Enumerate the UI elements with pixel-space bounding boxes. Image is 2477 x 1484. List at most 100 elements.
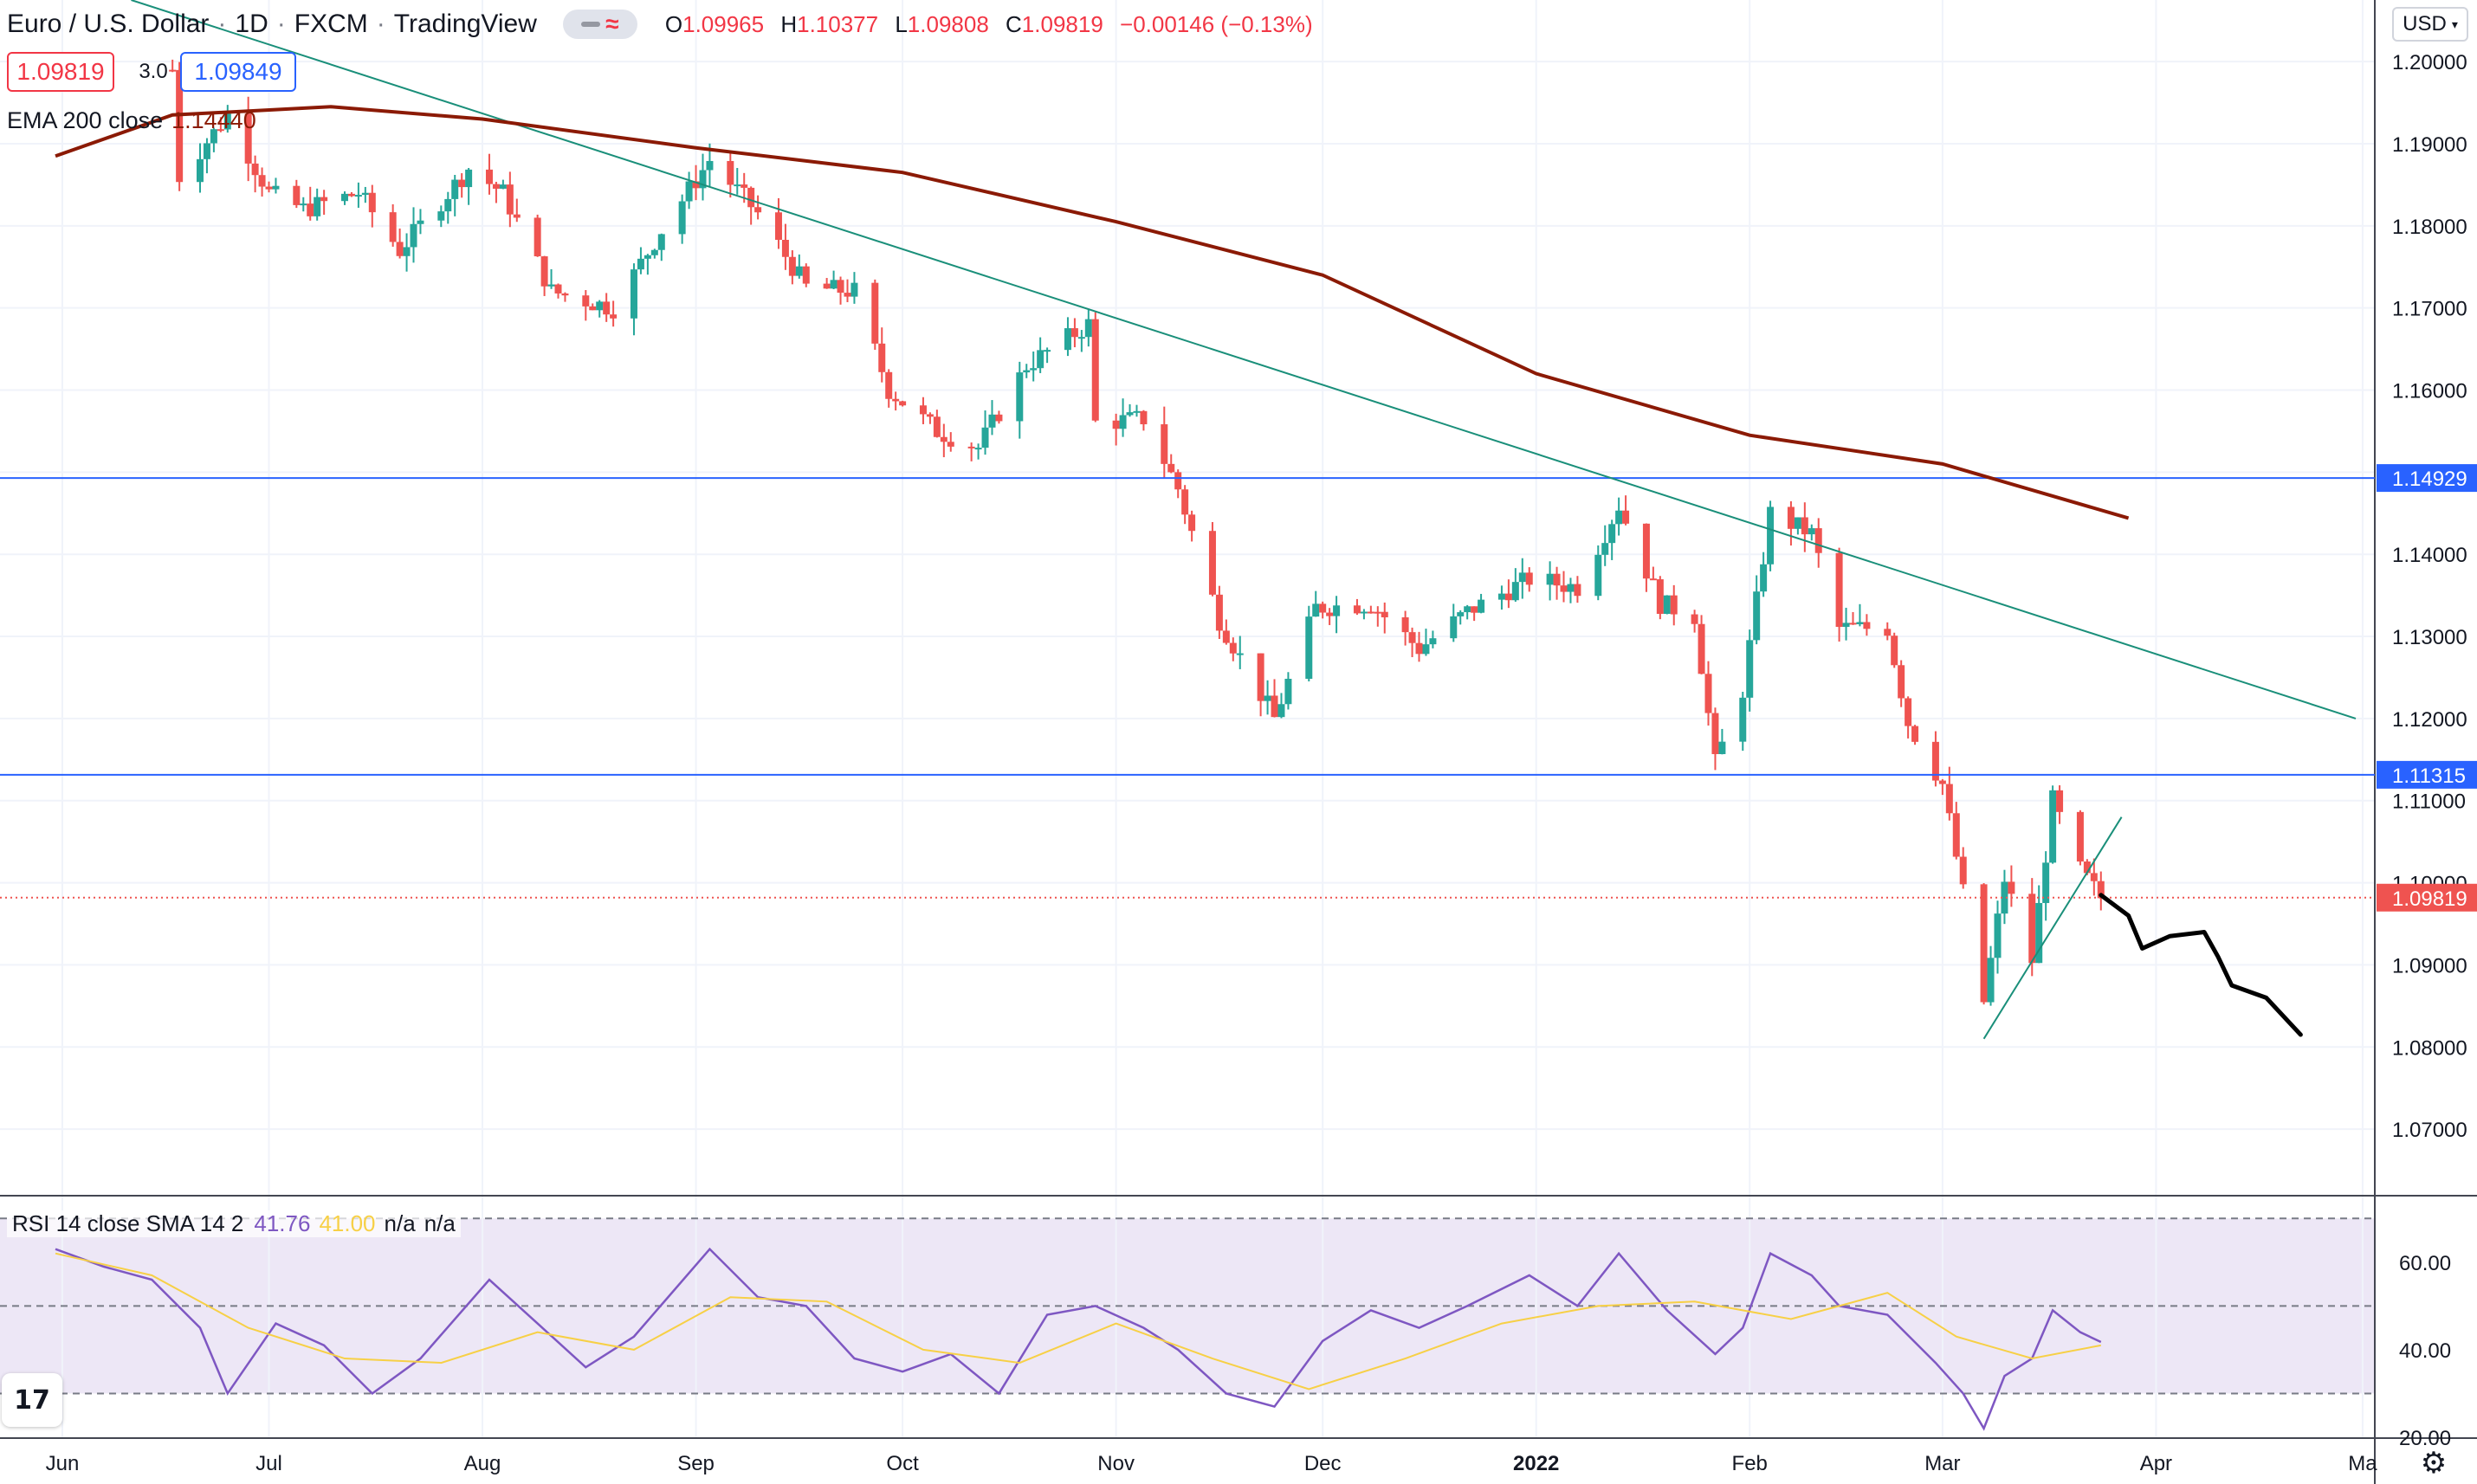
candle-body: [1091, 319, 1099, 421]
candle-body: [1553, 573, 1561, 586]
candle-body: [589, 306, 597, 311]
price-tick-label: 1.13000: [2392, 626, 2467, 649]
candle-body: [1222, 630, 1230, 643]
candle-body: [850, 282, 858, 297]
projection-drawing: [2099, 893, 2303, 1037]
candle-body: [506, 184, 514, 215]
symbol-title[interactable]: Euro / U.S. Dollar: [7, 10, 210, 38]
candle-body: [499, 184, 507, 189]
candle-body: [596, 301, 604, 311]
price-tick-label: 1.18000: [2392, 216, 2467, 239]
candle-body: [747, 187, 755, 208]
candle-body: [2028, 894, 2036, 964]
trendline: [131, 0, 2357, 719]
level-price-tag-text: 1.11315: [2392, 765, 2466, 788]
candle-body: [2008, 881, 2015, 894]
sell-price-button[interactable]: 1.09819: [7, 52, 114, 92]
buy-price-button[interactable]: 1.09849: [180, 52, 296, 92]
candle-body: [561, 293, 569, 296]
candle-body: [1181, 489, 1189, 515]
ema-legend-label: EMA 200 close: [7, 107, 164, 133]
candle-body: [307, 203, 314, 216]
candle-body: [1615, 510, 1623, 525]
market-status-pill[interactable]: ≈: [562, 10, 637, 39]
candle-body: [1952, 813, 1960, 857]
candle-body: [347, 193, 355, 197]
time-tick-label: Nov: [1097, 1452, 1135, 1475]
ema-legend-value: 1.14440: [171, 107, 256, 133]
candle-body: [1464, 606, 1471, 613]
candle-body: [1277, 704, 1285, 718]
candle-body: [1422, 644, 1430, 655]
candles: [169, 59, 2105, 1006]
candle-body: [1401, 617, 1409, 633]
candle-body: [1511, 582, 1519, 601]
candle-body: [1429, 638, 1437, 645]
candle-body: [727, 160, 734, 185]
open-value: 1.09965: [682, 10, 765, 37]
candle-body: [788, 256, 796, 276]
candle-body: [781, 240, 789, 257]
candle-body: [1649, 578, 1657, 581]
candle-body: [1808, 528, 1815, 535]
candle-body: [169, 69, 177, 72]
candle-body: [1064, 328, 1071, 351]
tradingview-logo-icon[interactable]: 17: [2, 1373, 62, 1427]
rsi-legend-value: 41.76: [254, 1210, 311, 1236]
candle-body: [1333, 605, 1341, 616]
gear-icon[interactable]: ⚙: [2420, 1446, 2448, 1481]
candle-body: [314, 197, 321, 216]
wave-icon: ≈: [605, 10, 619, 37]
candle-body: [1856, 622, 1864, 624]
candle-body: [795, 266, 803, 276]
candle-body: [265, 186, 273, 190]
candle-body: [1959, 856, 1967, 885]
rsi-legend[interactable]: RSI 14 close SMA 14 2 41.76 41.00 n/a n/a: [7, 1210, 461, 1237]
price-tick-label: 1.19000: [2392, 133, 2467, 157]
candle-body: [1236, 653, 1244, 655]
currency-select[interactable]: USD ▾: [2392, 7, 2468, 42]
candle-body: [1312, 603, 1320, 617]
candle-body: [878, 343, 886, 372]
candle-body: [892, 398, 900, 402]
candle-body: [692, 181, 700, 189]
candle-body: [1842, 623, 1850, 628]
candle-body: [1112, 420, 1120, 429]
candle-body: [933, 416, 941, 437]
spread-value: 3.0: [139, 60, 168, 83]
candle-body: [919, 405, 927, 415]
candle-body: [1767, 506, 1775, 565]
candle-body: [340, 193, 348, 202]
candle-body: [1525, 572, 1533, 585]
candle-body: [1663, 595, 1671, 614]
candle-body: [1670, 595, 1678, 615]
rsi-sma-legend-value: 41.00: [319, 1210, 376, 1236]
candle-body: [1133, 410, 1141, 413]
rsi-line: [55, 1247, 2102, 1431]
candle-body: [1835, 552, 1843, 628]
rsi-sma-line: [55, 1252, 2101, 1390]
candle-body: [1711, 713, 1719, 754]
candle-body: [630, 269, 637, 319]
candle-body: [1070, 328, 1078, 338]
candle-body: [1787, 506, 1795, 529]
candle-body: [1030, 368, 1038, 371]
interval-label[interactable]: 1D: [235, 10, 268, 38]
candle-body: [1905, 698, 1912, 726]
candle-body: [1801, 517, 1808, 535]
candle-body: [637, 258, 644, 270]
candle-body: [1457, 612, 1465, 616]
candle-body: [1497, 593, 1505, 600]
candle-body: [1898, 665, 1905, 699]
time-tick-label: Dec: [1304, 1452, 1342, 1475]
time-tick-label: Mar: [1924, 1452, 1960, 1475]
candle-body: [1367, 611, 1374, 614]
candle-body: [540, 256, 548, 287]
candle-body: [1739, 697, 1747, 742]
ema-legend[interactable]: EMA 200 close 1.14440: [7, 107, 256, 134]
candle-body: [354, 195, 362, 197]
candle-body: [1560, 585, 1568, 592]
candle-body: [871, 282, 879, 344]
price-tick-label: 1.08000: [2392, 1036, 2467, 1060]
